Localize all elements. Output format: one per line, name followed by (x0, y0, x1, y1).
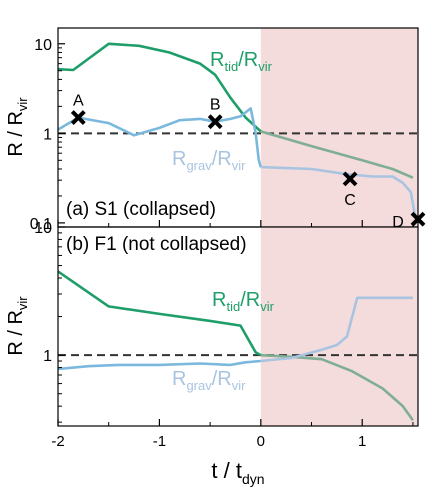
x-tick-label: -1 (153, 433, 166, 450)
series-label-part: grav (186, 378, 212, 393)
series-line (260, 165, 417, 217)
y-tick-label: 10 (34, 220, 52, 237)
series-label-part: tid (224, 59, 238, 74)
marker-label: D (392, 214, 404, 231)
series-label-part: /R (238, 49, 258, 71)
marker-label: C (344, 192, 356, 209)
panel-label: (b) F1 (not collapsed) (66, 234, 247, 255)
shaded-region (260, 28, 418, 227)
series-label-part: R (210, 49, 224, 71)
y-tick-label: 10 (34, 37, 52, 54)
series-label-part: tid (226, 299, 240, 314)
series-line (57, 107, 263, 168)
panel-b-not-collapsed: 110-2 -1 0 1R / Rvir(b) F1 (not collapsed)R… (5, 220, 419, 450)
series-label-part: R (172, 148, 186, 170)
marker-c: C (342, 171, 358, 209)
x-tick-label: 1 (358, 433, 366, 450)
series-label-part: vir (258, 59, 272, 74)
y-tick-label: 0.1 (30, 216, 52, 233)
series-label: Rgrav/Rvir (172, 368, 246, 393)
marker-a: A (70, 93, 86, 125)
series-label-part: /R (240, 289, 260, 311)
marker-label: A (73, 93, 84, 110)
series-label-part: R (172, 368, 186, 390)
marker-cross (207, 114, 223, 130)
series-label-part: /R (212, 148, 232, 170)
y-axis-label-main: R / R (5, 111, 27, 157)
y-tick-label: 1 (43, 348, 52, 365)
series-line (57, 359, 261, 371)
marker-cross (70, 110, 86, 125)
y-axis-label-sub: vir (15, 296, 30, 310)
marker-cross (342, 171, 358, 187)
y-axis-label-sub: vir (15, 97, 30, 111)
series-line (260, 296, 413, 363)
y-axis-label: R / Rvir (5, 97, 30, 157)
panel-label: (a) S1 (collapsed) (66, 199, 216, 220)
series-label-part: vir (232, 158, 246, 173)
series-label-part: grav (186, 158, 212, 173)
series-label-part: vir (232, 378, 246, 393)
series-label-part: vir (260, 299, 274, 314)
series-line (57, 270, 262, 357)
series-label-part: R (212, 289, 226, 311)
axes-frame (57, 226, 419, 427)
shaded-region (260, 227, 418, 426)
series-label: Rtid/Rvir (212, 289, 275, 314)
series-line (57, 42, 262, 133)
y-axis-label-main: R / R (5, 310, 27, 356)
marker-b: B (207, 97, 223, 130)
marker-label: B (210, 97, 221, 114)
series-label: Rgrav/Rvir (172, 148, 246, 173)
series-line (260, 130, 414, 179)
series-label: Rtid/Rvir (210, 49, 273, 74)
x-axis-label: t / tdyn (211, 458, 264, 487)
y-tick-label: 1 (43, 126, 52, 143)
series-label-part: /R (212, 368, 232, 390)
x-tick-label: 0 (257, 433, 265, 450)
y-axis-label: R / Rvir (5, 296, 30, 356)
x-tick-label: -2 (51, 433, 64, 450)
